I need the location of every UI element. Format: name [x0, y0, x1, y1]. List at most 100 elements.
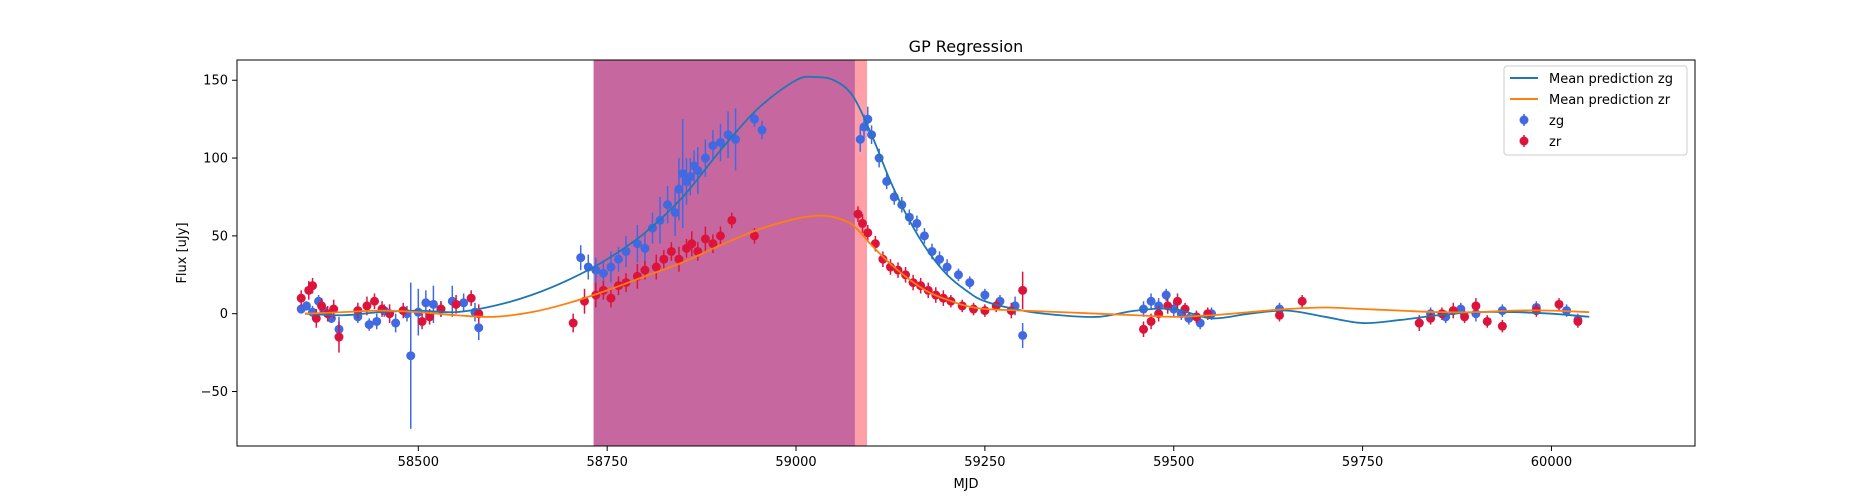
point-zr [640, 265, 650, 275]
point-zr [708, 239, 718, 249]
point-zr [451, 299, 461, 309]
point-zr [1275, 310, 1285, 320]
point-zr [317, 301, 327, 311]
point-zg [670, 208, 680, 218]
point-zr [687, 239, 697, 249]
point-zg [757, 125, 767, 135]
point-zg [391, 318, 401, 328]
point-zg [855, 134, 865, 144]
legend-label-zr-line: Mean prediction zr [1549, 93, 1671, 108]
error-bars [296, 106, 1583, 429]
shaded-regions [593, 60, 868, 446]
line-mean-prediction-zr [304, 214, 1590, 318]
y-tick-label: 100 [203, 152, 228, 167]
point-zg [1456, 304, 1466, 314]
legend-marker-zr [1519, 136, 1529, 146]
point-zr [568, 318, 578, 328]
x-tick-label: 58500 [398, 455, 439, 470]
point-zr [1573, 316, 1583, 326]
point-zg [715, 137, 725, 147]
point-zg [708, 141, 718, 151]
point-zr [369, 296, 379, 306]
y-axis-ticks: −50 0 50 100 150 [201, 74, 237, 400]
point-zg [1161, 290, 1171, 300]
point-zg [685, 172, 695, 182]
legend-marker-zg [1519, 115, 1529, 125]
point-zg [647, 223, 657, 233]
y-axis-label: Flux [uJy] [175, 222, 190, 283]
point-zg [980, 290, 990, 300]
point-zr [466, 293, 476, 303]
point-zr [308, 281, 318, 291]
prediction-lines [304, 75, 1590, 325]
point-zg [731, 134, 741, 144]
point-zg [421, 298, 431, 308]
point-zg [598, 268, 608, 278]
y-tick-label: 0 [220, 307, 228, 322]
point-zg [912, 218, 922, 228]
point-zg [723, 130, 733, 140]
point-zr [1471, 301, 1481, 311]
point-zr [969, 304, 979, 314]
point-zr [1139, 324, 1149, 334]
y-tick-label: 50 [211, 229, 228, 244]
legend-box [1503, 65, 1688, 156]
point-zr [715, 231, 725, 241]
point-zr [863, 228, 873, 238]
y-tick-label: −50 [201, 385, 228, 400]
point-zr [1482, 316, 1492, 326]
point-zg [474, 323, 484, 333]
x-axis-label: MJD [953, 477, 978, 492]
point-zg [613, 254, 623, 264]
point-zg [919, 231, 929, 241]
chart-title: GP Regression [909, 37, 1024, 56]
y-tick-label: 150 [203, 74, 228, 89]
point-zr [878, 254, 888, 264]
x-tick-label: 59500 [1153, 455, 1194, 470]
point-zr [651, 262, 661, 272]
x-tick-label: 60000 [1531, 455, 1572, 470]
point-zg [693, 166, 703, 176]
point-zr [666, 246, 676, 256]
point-zr [296, 293, 306, 303]
legend-label-zg-line: Mean prediction zg [1549, 72, 1673, 87]
point-zg [1146, 296, 1156, 306]
legend-label-zr: zr [1549, 135, 1562, 150]
point-zg [700, 153, 710, 163]
point-zg [953, 270, 963, 280]
point-zg [640, 243, 650, 253]
point-zg [372, 316, 382, 326]
series-zg [296, 106, 1583, 429]
point-zr [425, 312, 435, 322]
point-zg [576, 253, 586, 263]
point-zr [1018, 285, 1028, 295]
series-zr [296, 206, 1583, 353]
point-zg [1018, 330, 1028, 340]
point-zg [459, 298, 469, 308]
point-zg [302, 301, 312, 311]
point-zr [311, 313, 321, 323]
point-zr [362, 301, 372, 311]
point-zr [980, 306, 990, 316]
point-zg [942, 262, 952, 272]
point-zr [674, 254, 684, 264]
point-zr [901, 270, 911, 280]
x-tick-label: 59750 [1342, 455, 1383, 470]
legend: Mean prediction zg Mean prediction zr zg… [1503, 65, 1688, 156]
point-zg [606, 262, 616, 272]
shaded-region-1 [854, 60, 868, 446]
point-zr [853, 209, 863, 219]
point-zr [858, 218, 868, 228]
point-zr [417, 316, 427, 326]
point-zr [1554, 299, 1564, 309]
point-zg [965, 278, 975, 288]
point-zr [606, 293, 616, 303]
point-zg [935, 254, 945, 264]
point-zg [749, 114, 759, 124]
point-zg [674, 184, 684, 194]
shaded-region-0 [593, 60, 855, 446]
point-zr [1297, 296, 1307, 306]
point-zr [1460, 312, 1470, 322]
point-zg [364, 320, 374, 330]
